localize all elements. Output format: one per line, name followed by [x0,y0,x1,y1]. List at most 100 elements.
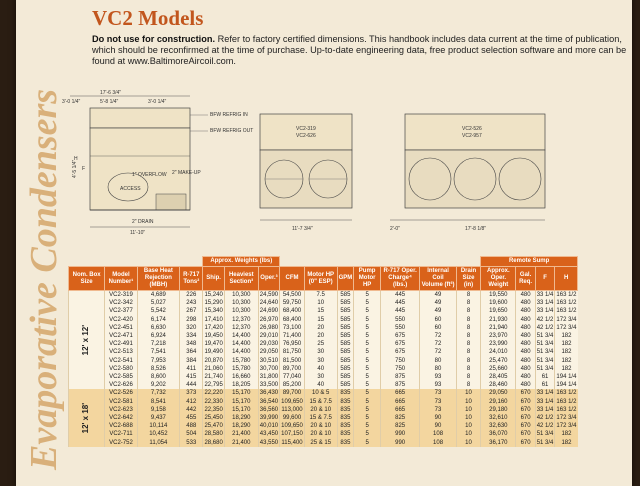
small-unit-drawing: VC2-319 VC2-626 11'-7 3/4" [259,113,353,232]
table-cell: 5,542 [136,307,180,316]
table-cell: 29,180 [480,405,516,415]
table-cell: 675 [379,332,420,341]
large-unit-dim-a: 2'-0" [390,226,400,232]
table-cell: VC2-623 [104,405,138,415]
table-cell: 21,400 [223,438,259,447]
table-cell: 267 [179,307,203,316]
table-row: VC2-491 7,218 348 19,470 14,400 29,030 76,950 2… [69,340,578,349]
table-cell: 20 [303,323,338,333]
table-cell: 670 [515,438,536,447]
table-cell: 108 [419,438,457,447]
table-cell: 28,405 [480,373,516,382]
table-cell: 108 [419,430,457,439]
table-cell: 7,218 [136,340,180,349]
table-cell: 20 & 10 [303,422,338,431]
table-cell: 90 [419,414,457,423]
column-header: Oper.³ [257,266,281,291]
table-cell: VC2-513 [104,348,138,357]
table-cell: 43,450 [257,430,280,439]
table-cell: 480 [515,373,536,382]
fan-icon [408,157,452,201]
table-cell: 348 [179,340,203,349]
table-cell: 8 [455,356,481,365]
table-cell: 51 3/4 [534,430,555,439]
table-cell: 5 [353,389,381,398]
table-cell: 9,158 [136,405,180,415]
table-cell: 5 [353,348,381,357]
table-cell: 39,990 [257,414,280,423]
table-cell: 51 3/4 [534,332,555,341]
large-unit-drawing: VC2-526 VC2-957 2'-0" 17'-8 1/8" [390,113,546,232]
table-cell: 8 [455,323,481,333]
table-cell: 8 [455,307,481,316]
table-cell: 68,400 [279,307,305,316]
table-cell: 21,400 [223,430,259,439]
table-cell: 15,170 [223,405,259,415]
table-cell: 163 1/2 [554,397,578,406]
table-cell: 60 [419,323,457,333]
table-cell: 8 [455,332,481,341]
column-header: Base Heat Rejection (MBH) [136,266,181,291]
table-cell: 8 [455,381,481,390]
table-cell: 480 [515,348,536,357]
column-header-row: Nom. Box Size Model Number¹ Base Heat Reje… [67,266,578,291]
table-cell: VC2-581 [104,397,138,406]
table-cell: 61 [534,373,555,382]
bfw-in-label: BFW REFRIG IN [210,112,248,118]
table-cell: 585 [336,323,354,333]
table-cell: 21,940 [480,323,516,333]
table-cell: 8 [455,290,481,300]
table-cell: 10 [455,422,481,431]
table-cell: 226 [179,290,203,300]
table-cell: VC2-541 [104,356,138,365]
table-cell: 93 [419,373,457,382]
table-cell: 40,010 [257,422,280,431]
table-cell: 442 [179,405,203,415]
table-cell: 33 1/4 [534,299,555,308]
table-cell: 480 [515,356,536,365]
large-unit-dim-b: 17'-8 1/8" [465,226,486,232]
note-bold: Do not use for construction. [92,34,216,44]
table-cell: 107,150 [279,430,305,439]
table-cell: 480 [515,381,536,390]
table-cell: 675 [379,348,420,357]
table-cell: 172 3/4 [554,422,578,431]
table-cell: VC2-471 [104,332,138,341]
table-cell: 5 [353,397,381,406]
table-cell: 15 & 7.5 [303,397,338,406]
table-cell: 10 [455,389,481,398]
fan-icon [453,157,497,201]
table-cell: 8 [455,315,481,324]
table-cell: 5 [353,356,381,365]
page-title: VC2 Models [92,6,204,30]
table-cell: VC2-451 [104,323,138,333]
table-cell: 480 [515,340,536,349]
column-header: CFM [279,266,305,291]
table-cell: 76,950 [279,340,305,349]
table-cell: 8 [455,348,481,357]
table-cell: VC2-752 [104,438,138,447]
bottom-dim-label: 11'-10" [130,230,145,236]
dim-label-b: 5'-8 1/4" [100,99,119,105]
table-cell: 5 [353,364,381,374]
table-cell: VC2-626 [104,381,138,390]
table-cell: 14,400 [223,340,259,349]
table-cell: 10 [455,405,481,415]
table-cell: 585 [336,299,354,308]
table-cell: 15,170 [223,389,259,398]
table-cell: 9,202 [136,381,180,390]
table-cell: 5 [353,340,381,349]
table-cell: 30,510 [257,356,280,365]
table-cell: 60 [419,315,457,324]
table-cell: 49 [419,290,457,300]
h-label: H [74,156,78,162]
table-cell: 61 [534,381,555,390]
table-cell: VC2-688 [104,422,138,431]
table-cell: 488 [179,422,203,431]
table-cell: 19,550 [480,290,516,300]
table-cell: 40 [303,381,338,390]
table-cell: 18,290 [223,414,259,423]
table-cell: 81,750 [279,348,305,357]
table-cell: 670 [515,430,536,439]
table-cell: 8 [455,340,481,349]
